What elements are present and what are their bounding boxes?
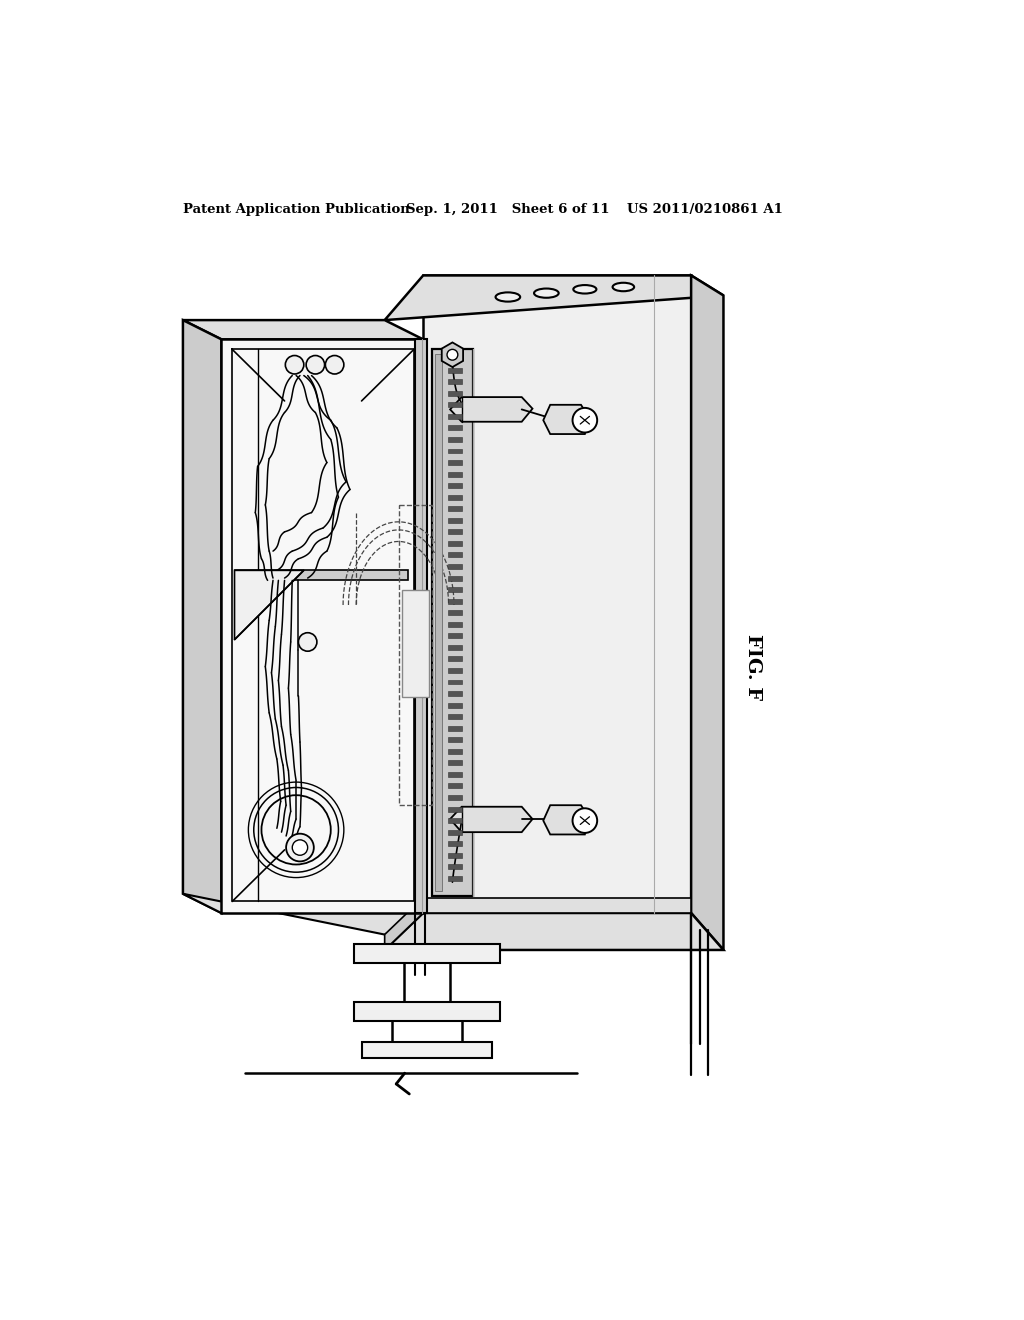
Polygon shape xyxy=(449,830,462,834)
Circle shape xyxy=(572,408,597,433)
Polygon shape xyxy=(449,841,462,846)
Polygon shape xyxy=(449,368,462,372)
Polygon shape xyxy=(221,339,423,913)
Circle shape xyxy=(447,350,458,360)
Polygon shape xyxy=(183,321,221,913)
Polygon shape xyxy=(544,405,589,434)
Polygon shape xyxy=(449,645,462,649)
Polygon shape xyxy=(385,276,724,321)
Polygon shape xyxy=(449,564,462,569)
Circle shape xyxy=(286,834,313,862)
Polygon shape xyxy=(354,1002,500,1020)
Polygon shape xyxy=(183,894,423,935)
Polygon shape xyxy=(432,350,473,896)
Polygon shape xyxy=(449,748,462,754)
Circle shape xyxy=(298,632,316,651)
Ellipse shape xyxy=(612,282,634,292)
Polygon shape xyxy=(449,599,462,603)
Polygon shape xyxy=(449,784,462,788)
Polygon shape xyxy=(449,865,462,870)
Polygon shape xyxy=(449,656,462,661)
Polygon shape xyxy=(354,944,500,964)
Polygon shape xyxy=(449,553,462,557)
Polygon shape xyxy=(423,276,691,913)
Polygon shape xyxy=(449,726,462,731)
Polygon shape xyxy=(449,680,462,685)
Polygon shape xyxy=(449,772,462,777)
Polygon shape xyxy=(449,495,462,500)
Polygon shape xyxy=(449,795,462,800)
Polygon shape xyxy=(234,570,408,581)
Polygon shape xyxy=(385,898,423,950)
Polygon shape xyxy=(449,356,462,362)
Polygon shape xyxy=(449,634,462,639)
Polygon shape xyxy=(449,807,462,812)
Text: Sep. 1, 2011   Sheet 6 of 11: Sep. 1, 2011 Sheet 6 of 11 xyxy=(407,203,609,216)
Circle shape xyxy=(306,355,325,374)
Polygon shape xyxy=(449,622,462,627)
Polygon shape xyxy=(423,898,691,913)
Circle shape xyxy=(326,355,344,374)
Polygon shape xyxy=(183,321,423,339)
Polygon shape xyxy=(449,517,462,523)
Ellipse shape xyxy=(535,289,559,298)
Text: US 2011/0210861 A1: US 2011/0210861 A1 xyxy=(628,203,783,216)
Polygon shape xyxy=(449,702,462,708)
Polygon shape xyxy=(449,587,462,593)
Ellipse shape xyxy=(573,285,596,293)
Polygon shape xyxy=(449,818,462,824)
Polygon shape xyxy=(449,760,462,766)
Polygon shape xyxy=(449,461,462,465)
Polygon shape xyxy=(691,276,724,950)
Polygon shape xyxy=(544,805,589,834)
Polygon shape xyxy=(449,483,462,488)
Polygon shape xyxy=(449,449,462,454)
Polygon shape xyxy=(449,714,462,719)
Polygon shape xyxy=(449,692,462,696)
Polygon shape xyxy=(449,541,462,546)
Circle shape xyxy=(292,840,307,855)
Ellipse shape xyxy=(496,293,520,302)
Polygon shape xyxy=(449,379,462,384)
Polygon shape xyxy=(449,414,462,418)
Polygon shape xyxy=(449,471,462,477)
Circle shape xyxy=(572,808,597,833)
Polygon shape xyxy=(449,610,462,615)
Text: Patent Application Publication: Patent Application Publication xyxy=(183,203,410,216)
Polygon shape xyxy=(385,913,724,950)
Polygon shape xyxy=(441,342,463,367)
Polygon shape xyxy=(416,339,427,913)
Polygon shape xyxy=(401,590,429,697)
Circle shape xyxy=(286,355,304,374)
Polygon shape xyxy=(449,853,462,858)
Polygon shape xyxy=(451,397,532,422)
Polygon shape xyxy=(449,425,462,430)
Polygon shape xyxy=(449,529,462,535)
Polygon shape xyxy=(234,570,304,640)
Polygon shape xyxy=(449,876,462,880)
Polygon shape xyxy=(361,1043,493,1057)
Polygon shape xyxy=(451,807,532,832)
Polygon shape xyxy=(449,507,462,511)
Polygon shape xyxy=(435,354,442,891)
Text: FIG. F: FIG. F xyxy=(743,634,762,700)
Polygon shape xyxy=(449,391,462,396)
Polygon shape xyxy=(449,668,462,673)
Polygon shape xyxy=(449,576,462,581)
Polygon shape xyxy=(449,437,462,442)
Polygon shape xyxy=(449,403,462,408)
Polygon shape xyxy=(449,738,462,742)
